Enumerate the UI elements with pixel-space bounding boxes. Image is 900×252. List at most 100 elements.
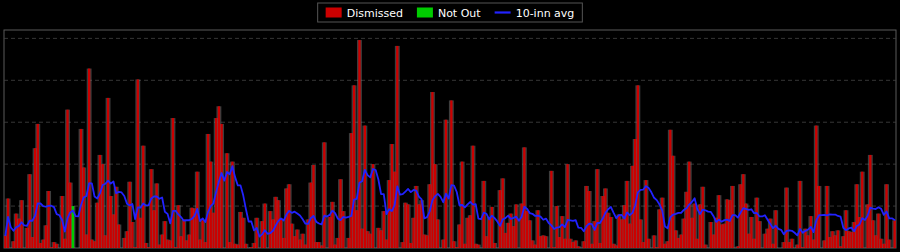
bar bbox=[848, 231, 850, 248]
bar bbox=[531, 240, 533, 248]
bar bbox=[58, 248, 60, 249]
bar bbox=[864, 248, 866, 249]
bar bbox=[50, 247, 52, 248]
bar bbox=[783, 242, 785, 248]
bar bbox=[756, 198, 758, 248]
bar bbox=[599, 243, 601, 248]
bar bbox=[126, 231, 128, 248]
bar bbox=[634, 139, 636, 248]
bar bbox=[645, 180, 647, 248]
bar bbox=[104, 235, 106, 248]
legend-item: Not Out bbox=[417, 7, 481, 20]
bar bbox=[523, 147, 525, 248]
shadow-bar bbox=[171, 118, 176, 248]
bar bbox=[337, 238, 339, 248]
bar bbox=[23, 248, 25, 249]
bar bbox=[434, 164, 436, 248]
bar bbox=[580, 248, 582, 249]
bar bbox=[542, 235, 544, 248]
bar bbox=[642, 242, 644, 248]
grid-line bbox=[4, 38, 896, 39]
bar bbox=[12, 241, 14, 248]
bar bbox=[191, 208, 193, 248]
bar bbox=[42, 240, 44, 248]
bar bbox=[364, 126, 366, 248]
bar bbox=[520, 204, 522, 248]
bar bbox=[169, 240, 171, 248]
bar bbox=[596, 169, 598, 248]
bar bbox=[885, 184, 887, 248]
bar bbox=[396, 46, 398, 248]
bar bbox=[431, 92, 433, 248]
bar bbox=[629, 224, 631, 248]
bars bbox=[4, 40, 896, 248]
bar bbox=[815, 126, 817, 248]
bar bbox=[183, 219, 185, 248]
bar bbox=[739, 184, 741, 248]
bar bbox=[545, 236, 547, 248]
bar bbox=[734, 248, 736, 249]
bar bbox=[331, 202, 333, 248]
bar bbox=[239, 212, 241, 248]
bar bbox=[37, 124, 39, 248]
bar bbox=[393, 172, 395, 248]
bar bbox=[550, 171, 552, 248]
bar bbox=[693, 204, 695, 248]
bar bbox=[383, 211, 385, 248]
bar bbox=[677, 238, 679, 248]
bar bbox=[215, 118, 217, 248]
bar bbox=[893, 220, 895, 248]
bar bbox=[56, 244, 58, 248]
bar bbox=[445, 120, 447, 248]
bar bbox=[99, 155, 101, 248]
bar bbox=[237, 245, 239, 248]
legend-item: Dismissed bbox=[326, 7, 403, 20]
bar bbox=[515, 204, 517, 248]
bar bbox=[439, 248, 441, 249]
bar bbox=[583, 241, 585, 248]
bar bbox=[402, 242, 404, 248]
bar bbox=[485, 236, 487, 248]
bar bbox=[423, 235, 425, 248]
bar bbox=[356, 210, 358, 248]
bar bbox=[723, 224, 725, 248]
bar bbox=[837, 230, 839, 248]
bar bbox=[569, 239, 571, 248]
bar bbox=[823, 240, 825, 248]
bar bbox=[437, 219, 439, 248]
bar bbox=[380, 230, 382, 248]
bar bbox=[418, 204, 420, 248]
bar bbox=[131, 222, 133, 248]
bar bbox=[831, 231, 833, 248]
bar bbox=[564, 239, 566, 248]
bar bbox=[102, 164, 104, 248]
bar bbox=[29, 174, 31, 248]
shadow-bar bbox=[225, 153, 230, 248]
bar bbox=[672, 156, 674, 248]
bar bbox=[612, 244, 614, 248]
bar bbox=[453, 241, 455, 248]
bar bbox=[410, 243, 412, 248]
bar bbox=[115, 187, 117, 248]
bar bbox=[469, 215, 471, 248]
bar bbox=[664, 244, 666, 248]
bar bbox=[691, 218, 693, 248]
bar bbox=[877, 214, 879, 248]
bar bbox=[475, 244, 477, 248]
bar bbox=[518, 248, 520, 249]
bar bbox=[310, 183, 312, 248]
bar bbox=[53, 242, 55, 248]
bar bbox=[834, 235, 836, 248]
bar bbox=[718, 195, 720, 248]
bar bbox=[499, 190, 501, 248]
bar bbox=[821, 248, 823, 249]
bar bbox=[388, 180, 390, 248]
legend-item: 10-inn avg bbox=[495, 7, 575, 20]
bar bbox=[553, 247, 555, 248]
bar bbox=[456, 247, 458, 248]
bar bbox=[88, 69, 90, 248]
bar bbox=[442, 240, 444, 248]
bar bbox=[496, 248, 498, 249]
bar bbox=[258, 248, 260, 249]
bar bbox=[704, 245, 706, 248]
